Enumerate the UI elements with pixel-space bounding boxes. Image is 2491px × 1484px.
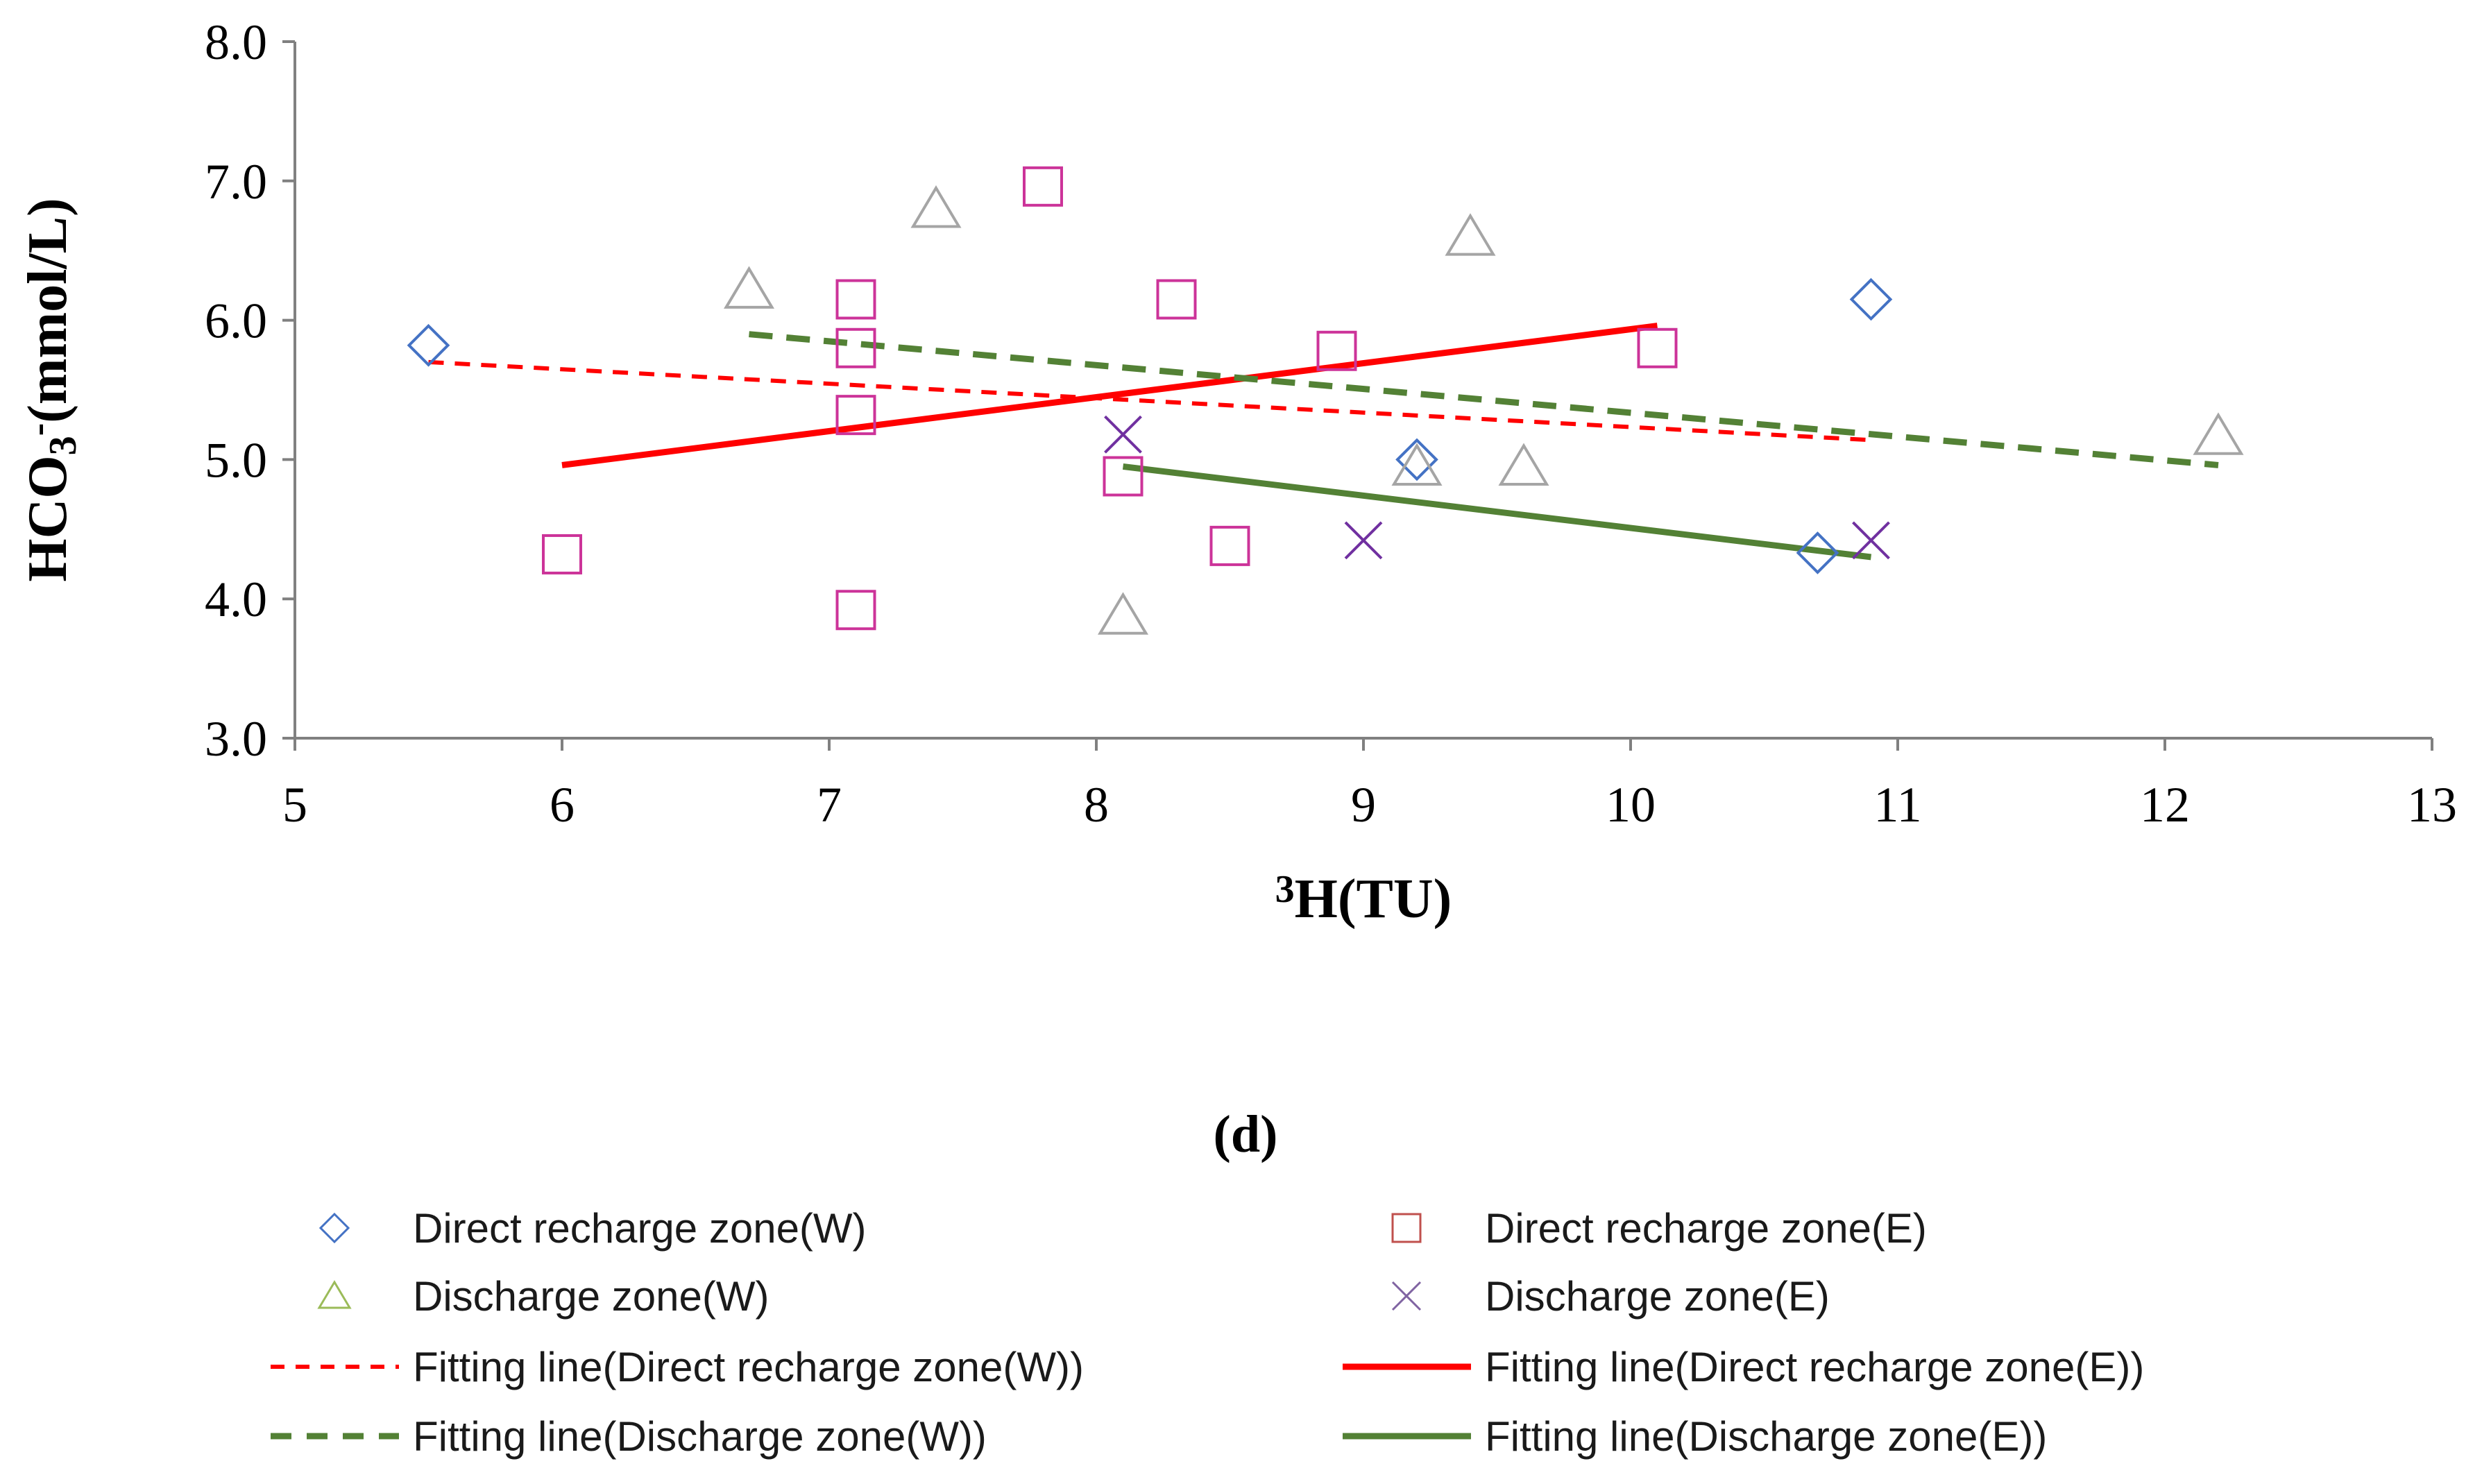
data-point-triangle xyxy=(910,185,962,228)
data-point-square xyxy=(1103,456,1144,497)
y-tick-label: 8.0 xyxy=(205,15,267,70)
legend-label: Discharge zone(W) xyxy=(413,1273,770,1320)
data-point-diamond xyxy=(1796,531,1839,574)
fit-line xyxy=(749,331,2219,468)
data-point-square xyxy=(835,327,876,368)
legend-label: Fitting line(Direct recharge zone(W)) xyxy=(413,1344,1084,1390)
legend-label: Direct recharge zone(E) xyxy=(1485,1205,1927,1252)
markers xyxy=(407,166,2244,635)
fit-line xyxy=(561,323,1658,468)
data-point-square xyxy=(542,534,582,574)
y-axis-title-base: HCO xyxy=(17,455,78,581)
data-point-x xyxy=(1344,521,1383,560)
data-point-square xyxy=(1209,525,1250,566)
data-point-diamond xyxy=(1849,278,1893,321)
y-tick-label: 5.0 xyxy=(205,432,267,488)
legend-symbol-x xyxy=(1391,1281,1422,1311)
y-tick-label: 4.0 xyxy=(205,572,267,627)
panel-label: (d) xyxy=(1214,1105,1278,1163)
data-point-triangle xyxy=(1498,443,1549,486)
data-point-square xyxy=(1637,327,1678,368)
data-point-diamond xyxy=(407,323,450,367)
data-point-triangle xyxy=(1445,213,1496,256)
legend-symbol-diamond xyxy=(318,1212,350,1244)
legend: Direct recharge zone(W) Direct recharge z… xyxy=(271,1205,2144,1460)
y-axis-title-sup: - xyxy=(17,423,60,436)
legend-label: Discharge zone(E) xyxy=(1485,1273,1830,1320)
fit-line xyxy=(1122,463,1872,561)
x-tick-label: 5 xyxy=(282,777,307,833)
y-tick-label: 6.0 xyxy=(205,293,267,349)
legend-label: Fitting line(Direct recharge zone(E)) xyxy=(1485,1344,2144,1390)
y-ticks: 3.0 4.0 5.0 6.0 7.0 8.0 xyxy=(205,15,295,767)
y-axis-title-rest: (mmol/L) xyxy=(17,198,78,423)
x-axis-title-sup: 3 xyxy=(1275,868,1295,911)
legend-label: Fitting line(Discharge zone(W)) xyxy=(413,1413,987,1460)
x-tick-label: 10 xyxy=(1606,777,1656,833)
data-point-square xyxy=(1316,330,1357,371)
legend-label: Fitting line(Discharge zone(E)) xyxy=(1485,1413,2047,1460)
data-point-triangle xyxy=(2193,412,2244,455)
y-axis-title-sub: 3 xyxy=(42,436,85,455)
x-axis-title: 3H(TU) xyxy=(1275,868,1452,930)
data-point-square xyxy=(1023,166,1063,207)
legend-label: Direct recharge zone(W) xyxy=(413,1205,867,1252)
y-axis-title: HCO3-(mmol/L) xyxy=(17,198,85,581)
plot-area: 3.0 4.0 5.0 6.0 7.0 8.0 5 6 7 8 9 10 11 12 13 xyxy=(205,15,2457,833)
data-point-x xyxy=(1852,521,1890,560)
data-point-square xyxy=(835,279,876,320)
data-point-x xyxy=(1104,415,1142,454)
data-point-diamond xyxy=(1395,438,1438,481)
data-point-square xyxy=(835,395,876,436)
x-tick-label: 11 xyxy=(1873,777,1921,833)
x-tick-label: 7 xyxy=(817,777,842,833)
data-point-square xyxy=(1156,279,1197,320)
legend-symbol-triangle xyxy=(317,1280,352,1309)
x-tick-label: 8 xyxy=(1084,777,1109,833)
y-tick-label: 3.0 xyxy=(205,711,267,767)
data-point-triangle xyxy=(1097,592,1149,635)
x-axis-title-text: H(TU) xyxy=(1295,869,1452,930)
fit-line xyxy=(428,359,1871,443)
legend-symbol-square xyxy=(1391,1213,1422,1243)
panel-label-letter: d xyxy=(1231,1105,1260,1163)
x-tick-label: 6 xyxy=(550,777,575,833)
x-tick-label: 9 xyxy=(1351,777,1376,833)
fit-lines xyxy=(428,323,2219,561)
x-ticks: 5 6 7 8 9 10 11 12 13 xyxy=(282,738,2457,833)
y-tick-label: 7.0 xyxy=(205,154,267,210)
x-tick-label: 13 xyxy=(2407,777,2457,833)
data-point-triangle xyxy=(723,266,775,309)
data-point-triangle xyxy=(1391,443,1443,486)
x-tick-label: 12 xyxy=(2140,777,2190,833)
data-point-square xyxy=(835,590,876,631)
